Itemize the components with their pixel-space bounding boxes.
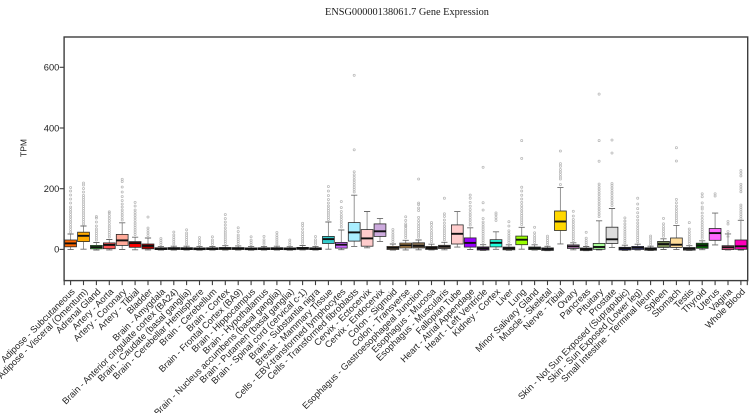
svg-text:0: 0 <box>54 245 59 255</box>
svg-text:200: 200 <box>44 184 60 194</box>
svg-text:600: 600 <box>44 63 60 73</box>
svg-text:ENSG00000138061.7 Gene Express: ENSG00000138061.7 Gene Expression <box>325 7 489 18</box>
svg-text:400: 400 <box>44 123 60 133</box>
svg-text:TPM: TPM <box>18 139 28 157</box>
